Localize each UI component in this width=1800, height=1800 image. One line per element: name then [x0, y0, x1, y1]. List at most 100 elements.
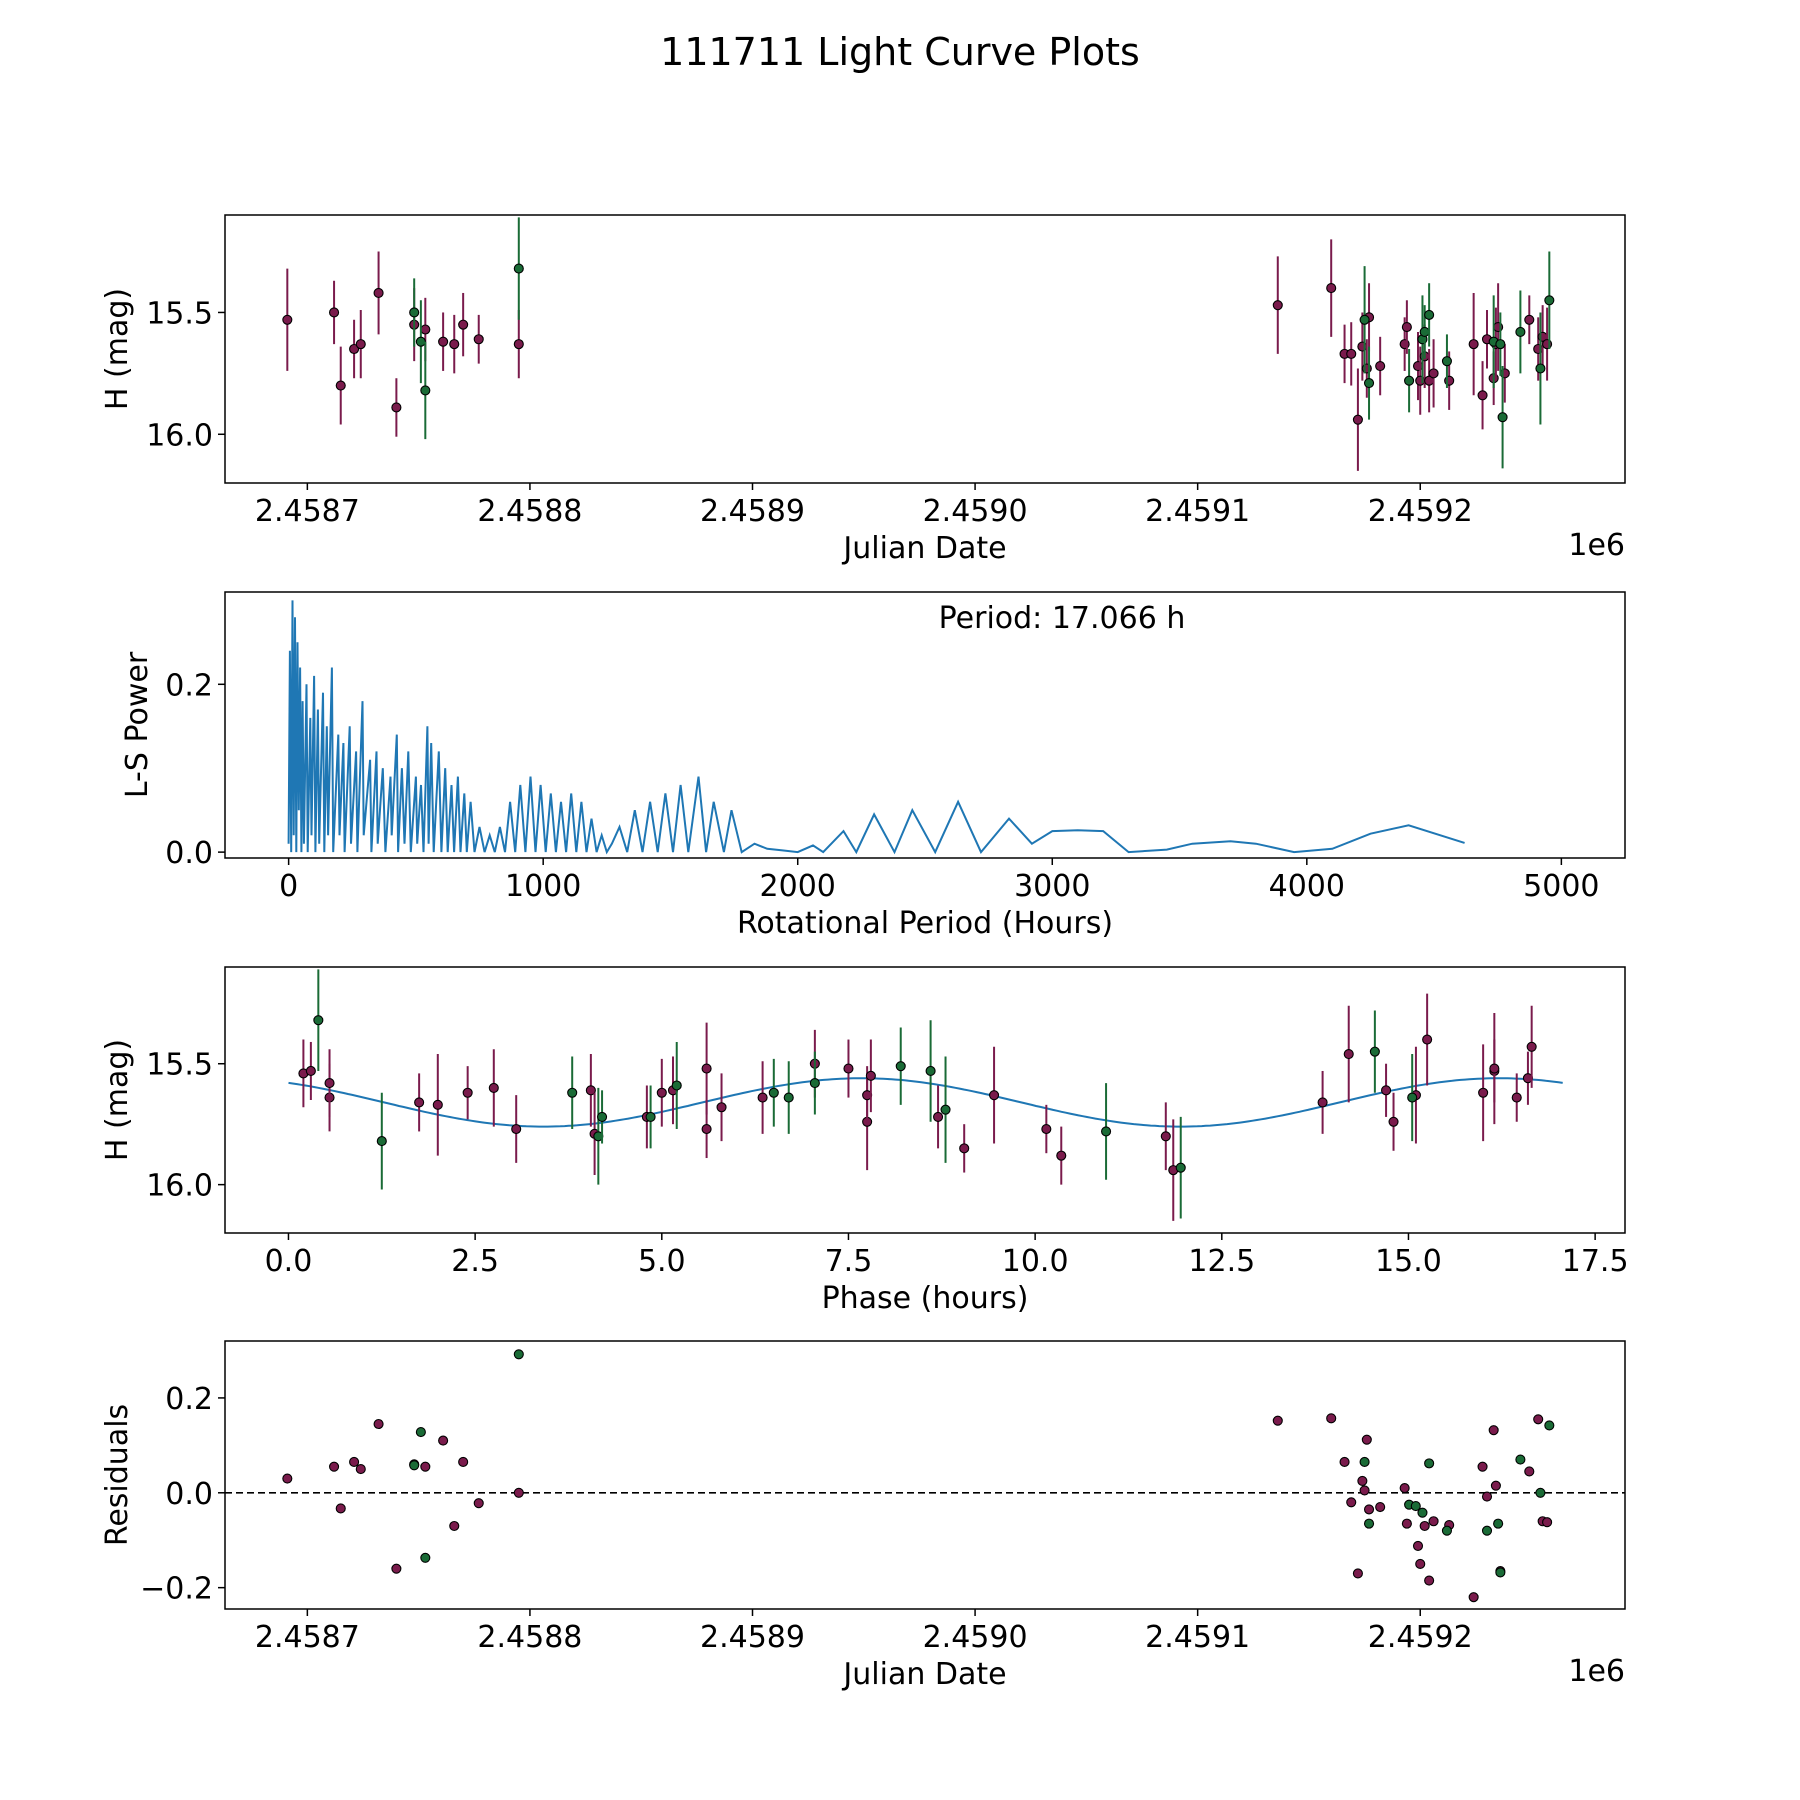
data-point-r	[1041, 1123, 1052, 1135]
data-point-g	[1515, 326, 1526, 337]
data-point-g	[768, 1087, 779, 1098]
residuals-frame	[224, 1340, 1626, 1610]
data-point-r	[1375, 361, 1386, 372]
data-point-r	[1346, 1497, 1357, 1508]
data-point-g	[409, 1460, 420, 1471]
data-point-r	[282, 1473, 293, 1484]
data-point-r	[1511, 1092, 1522, 1103]
data-point-r	[1361, 1434, 1372, 1445]
lightcurve-marks	[282, 217, 1555, 471]
data-point-r	[1056, 1150, 1067, 1161]
data-point-g	[1175, 1162, 1186, 1173]
data-point-g	[1419, 326, 1430, 337]
data-point-r	[1424, 1575, 1435, 1586]
data-point-g	[1493, 1518, 1504, 1529]
x-tick-label: 5000	[1523, 869, 1599, 904]
data-point-r	[329, 1461, 340, 1472]
x-tick-label: 2.4591	[1145, 494, 1250, 529]
data-point-g	[513, 263, 524, 274]
periodogram-panel: 0 1000 2000 3000 4000 5000 0.0 0.2 Period: 17.0…	[120, 591, 1626, 941]
y-tick-label: 0.2	[165, 668, 213, 703]
data-point-r	[1326, 283, 1337, 294]
data-point-r	[1477, 1461, 1488, 1472]
data-point-r	[449, 1520, 460, 1532]
data-point-r	[959, 1143, 970, 1154]
data-point-r	[349, 1456, 360, 1468]
data-point-r	[1478, 1087, 1489, 1098]
data-point-r	[511, 1123, 522, 1135]
residuals-ticks: 2.4587 2.4588 2.4589 2.4590 2.4591 2.4592 −0.2…	[140, 1382, 1473, 1655]
data-point-r	[449, 339, 460, 350]
data-point-r	[1412, 1540, 1424, 1551]
x-tick-label: 15.0	[1375, 1244, 1442, 1279]
phased-xlabel: Phase (hours)	[822, 1281, 1029, 1316]
data-point-r	[1326, 1413, 1337, 1424]
data-point-r	[1468, 339, 1479, 350]
data-point-r	[432, 1099, 443, 1110]
lightcurve-panel: 2.4587 2.4588 2.4589 2.4590 2.4591 2.4592 15.5…	[100, 214, 1626, 566]
data-point-r	[1524, 314, 1535, 325]
data-point-r	[1401, 322, 1412, 333]
data-point-g	[809, 1078, 820, 1089]
data-point-g	[1404, 375, 1415, 386]
data-point-r	[1352, 414, 1363, 425]
phased-marks	[288, 969, 1563, 1221]
data-point-g	[1544, 1420, 1555, 1431]
x-tick-label: 7.5	[825, 1244, 873, 1279]
data-point-r	[324, 1078, 335, 1089]
x-tick-label: 2.4587	[255, 494, 360, 529]
data-point-g	[1424, 309, 1435, 320]
data-point-g	[1535, 363, 1546, 374]
data-point-r	[473, 334, 484, 345]
x-tick-label: 2.4592	[1368, 494, 1473, 529]
x-tick-label: 2.4588	[477, 494, 582, 529]
data-point-r	[989, 1090, 1000, 1101]
data-point-r	[1346, 348, 1357, 359]
data-point-g	[1417, 1507, 1428, 1518]
x-tick-label: 2.4589	[700, 494, 805, 529]
data-point-r	[1363, 1504, 1375, 1515]
data-point-g	[645, 1111, 656, 1122]
x-tick-label: 2.4587	[255, 1620, 360, 1655]
data-point-r	[1419, 1520, 1430, 1532]
x-tick-label: 2.4590	[923, 494, 1028, 529]
data-point-r	[335, 380, 346, 391]
data-point-g	[1369, 1046, 1380, 1057]
data-point-g	[1359, 314, 1370, 325]
data-point-r	[1401, 1518, 1412, 1529]
periodogram-ylabel: L-S Power	[120, 651, 155, 798]
data-point-g	[313, 1015, 324, 1026]
data-point-r	[701, 1063, 712, 1074]
x-tick-label: 12.5	[1188, 1244, 1255, 1279]
data-point-g	[1497, 412, 1508, 423]
data-point-r	[1542, 1517, 1553, 1528]
y-tick-label: 0.0	[165, 836, 213, 871]
figure-title: 111711 Light Curve Plots	[660, 30, 1140, 74]
x-tick-label: 17.5	[1562, 1244, 1629, 1279]
data-point-g	[1515, 1454, 1526, 1465]
data-point-g	[1441, 356, 1452, 367]
data-point-g	[925, 1065, 936, 1077]
residuals-xlabel: Julian Date	[841, 1657, 1006, 1692]
data-point-r	[438, 1435, 449, 1446]
data-point-g	[783, 1092, 794, 1103]
data-point-r	[373, 287, 384, 299]
y-tick-label: 0.2	[165, 1382, 213, 1417]
phased-ylabel: H (mag)	[100, 1039, 135, 1161]
data-point-r	[1388, 1116, 1399, 1127]
period-annotation: Period: 17.066 h	[939, 601, 1186, 636]
data-point-g	[1481, 1525, 1493, 1536]
x-tick-label: 2.4592	[1368, 1620, 1473, 1655]
x-tick-label: 2.4590	[923, 1620, 1028, 1655]
data-point-g	[597, 1111, 608, 1122]
data-point-r	[1272, 300, 1283, 311]
data-point-g	[409, 307, 420, 318]
x-tick-label: 10.0	[1002, 1244, 1069, 1279]
x-tick-label: 5.0	[638, 1244, 686, 1279]
data-point-g	[513, 1349, 524, 1360]
data-point-r	[420, 1461, 431, 1472]
data-point-g	[1363, 1518, 1375, 1529]
data-point-g	[1424, 1458, 1435, 1469]
x-tick-label: 1000	[505, 869, 581, 904]
